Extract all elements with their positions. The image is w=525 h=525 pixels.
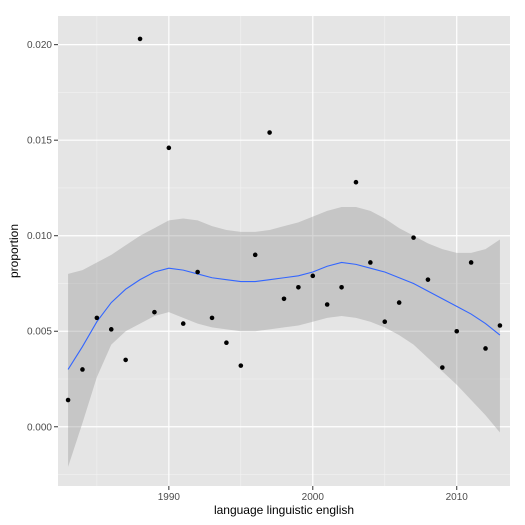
data-point (65, 397, 71, 403)
y-tick-label: 0.010 (27, 231, 52, 242)
data-point (180, 321, 186, 326)
data-point (310, 273, 316, 279)
data-point (339, 285, 344, 290)
confidence-ribbon (68, 207, 500, 467)
data-point (209, 315, 215, 321)
data-point (238, 363, 244, 368)
data-point (123, 357, 128, 363)
smooth-line (67, 261, 501, 370)
data-point (440, 365, 445, 370)
x-tick-label: 2000 (302, 492, 325, 503)
data-point (454, 328, 460, 334)
y-tick-label: 0.000 (27, 422, 52, 433)
data-point (353, 179, 359, 185)
data-point (483, 346, 488, 351)
data-point (468, 260, 474, 265)
data-point (252, 252, 258, 258)
data-point (224, 340, 229, 346)
data-point (281, 296, 287, 302)
x-axis-ticks: 1990 2000 2010 (158, 486, 469, 503)
grid-major (58, 16, 510, 486)
data-point (411, 235, 416, 240)
data-point (296, 285, 301, 290)
data-point (80, 367, 85, 372)
data-point (497, 323, 503, 328)
data-point (267, 130, 272, 135)
data-point (152, 309, 157, 315)
data-point (108, 327, 114, 332)
data-point (166, 145, 172, 151)
y-axis-ticks: 0.000 0.005 0.010 0.015 0.020 (27, 40, 58, 433)
data-point (137, 36, 143, 42)
x-tick-label: 2010 (446, 492, 469, 503)
y-tick-label: 0.005 (27, 327, 52, 338)
data-point (425, 277, 431, 282)
y-tick-label: 0.015 (27, 136, 52, 147)
data-point (396, 300, 402, 305)
y-axis-title: proportion (7, 224, 21, 278)
x-axis-title: language linguistic english (214, 503, 354, 517)
grid-minor (58, 16, 510, 486)
data-point (324, 302, 330, 307)
data-point (368, 260, 373, 265)
plot-panel (58, 16, 510, 486)
y-tick-label: 0.020 (27, 40, 52, 51)
data-point (382, 319, 388, 324)
x-tick-label: 1990 (158, 492, 181, 503)
data-points (65, 36, 503, 403)
data-point (195, 269, 200, 275)
data-point (94, 315, 100, 321)
